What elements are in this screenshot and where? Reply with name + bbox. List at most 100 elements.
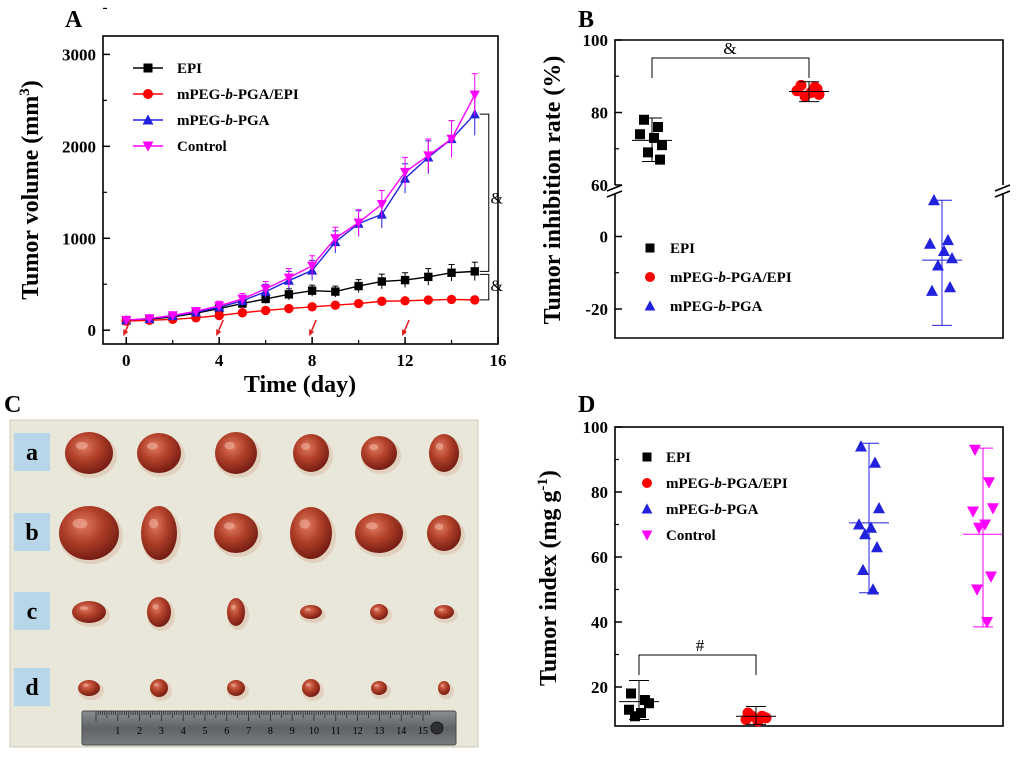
tumor-highlight: [152, 604, 159, 610]
ruler-number: 11: [331, 726, 341, 737]
arrow-shaft: [310, 319, 317, 333]
data-point: [643, 147, 653, 158]
tumor-highlight: [438, 608, 444, 611]
panel-d-letter: D: [578, 392, 595, 418]
legend-label: mPEG-b-PGA/EPI: [177, 87, 299, 103]
data-point: [791, 85, 803, 97]
legend-label: EPI: [177, 61, 202, 77]
legend-text-italic: b: [714, 476, 722, 492]
legend-text-part: -PGA: [233, 113, 270, 129]
tumor: [429, 434, 459, 472]
panel-d-significance-mark: #: [696, 636, 705, 655]
y-tick-label: 0: [88, 321, 97, 340]
data-point: [873, 502, 885, 514]
data-point: [635, 129, 645, 140]
panel-d-y-axis-label-text: Tumor index (mg g: [536, 491, 562, 686]
tumor: [355, 513, 403, 553]
x-tick-label: 16: [490, 351, 507, 370]
legend-text-part: mPEG-: [666, 476, 714, 492]
ruler-number: 8: [268, 726, 273, 737]
series-Control: [121, 73, 480, 326]
data-point: [260, 305, 271, 316]
legend-marker: [143, 63, 153, 73]
data-point: [446, 294, 457, 305]
data-point: [944, 281, 956, 293]
panel-d-y-axis-label-end: ): [536, 470, 562, 478]
data-point: [190, 307, 201, 317]
data-point: [942, 233, 954, 246]
panel-b-significance-bracket: [651, 57, 810, 78]
bracket-1-mark: &: [491, 191, 504, 208]
legend-marker: [642, 478, 652, 488]
data-point: [283, 273, 294, 284]
data-point: [214, 310, 224, 321]
legend-text-part: mPEG-: [666, 502, 714, 518]
data-point: [644, 698, 654, 709]
arrow-head: [123, 329, 129, 336]
tumor-highlight: [231, 683, 236, 687]
arrow-shaft: [217, 319, 224, 333]
panel-a-y-ticks: 0 1000 2000 3000: [62, 7, 110, 340]
data-point: [423, 295, 433, 305]
series-line: [126, 298, 475, 322]
ruler-number: 6: [224, 726, 229, 737]
data-point: [446, 134, 457, 145]
data-point: [284, 303, 294, 314]
group-EPI: [619, 680, 659, 722]
tumor: [300, 605, 322, 619]
ruler-number: 7: [246, 726, 251, 737]
data-point: [636, 708, 646, 718]
group-mPEG-b-PGA: [922, 194, 962, 326]
data-point: [423, 151, 434, 161]
ruler-scale: 1 2 3 4 5 6 7 8 9 10 11 12 13 14 15: [95, 711, 430, 737]
panel-a-significance-brackets: &&: [479, 113, 504, 301]
legend-text-part: -PGA/EPI: [233, 87, 299, 103]
panel-a-y-axis-label-text: Tumor volume (mm: [18, 96, 44, 300]
arrow-shaft: [403, 319, 410, 333]
group-mPEG-b-PGA: [849, 440, 889, 595]
data-point: [624, 704, 634, 715]
legend-text-part: mPEG-: [177, 87, 225, 103]
legend-label: mPEG-b-PGA/EPI: [666, 476, 788, 492]
tumor: [215, 432, 257, 474]
legend-text-part: -PGA: [726, 299, 763, 315]
data-point: [261, 294, 270, 304]
data-point: [987, 503, 999, 515]
tumor-highlight: [154, 683, 159, 687]
panel-b-axis-break-left: [606, 184, 623, 198]
row-label-box: [14, 513, 50, 551]
legend-text-part: mPEG-: [670, 299, 718, 315]
y-tick-label: 100: [583, 418, 609, 437]
panel-d-y-ticks: 100 80 60 40 20: [583, 418, 622, 697]
panel-a-y-axis-label-end: ): [18, 80, 44, 88]
group-mPEG-b-PGA/EPI: [736, 706, 776, 727]
panel-b-y-axis-label: Tumor inhibition rate (%): [540, 56, 566, 325]
legend-text-italic: b: [714, 502, 722, 518]
data-point: [237, 308, 248, 318]
series-line: [126, 94, 476, 321]
tumor: [370, 604, 388, 620]
data-point: [400, 275, 410, 285]
data-point: [657, 140, 667, 151]
data-point: [307, 302, 317, 312]
data-point: [971, 584, 983, 596]
tumor: [214, 513, 258, 553]
tumor-highlight: [79, 606, 89, 611]
data-point: [967, 506, 979, 518]
group-Control: [963, 444, 1003, 629]
panel-b-groups: [632, 79, 962, 326]
tumor-highlight: [374, 607, 379, 611]
x-tick-label: 8: [308, 351, 317, 370]
legend-text-part: -PGA: [722, 502, 759, 518]
ruler: 1 2 3 4 5 6 7 8 9 10 11 12 13 14 15: [81, 710, 457, 746]
panel-b-significance-mark: &: [723, 39, 736, 58]
data-point: [424, 272, 433, 282]
ruler-number: 5: [203, 726, 208, 737]
data-point: [981, 617, 993, 629]
data-point: [655, 154, 665, 165]
legend-marker: [142, 141, 154, 152]
panel-d-significance-bracket: [638, 654, 757, 675]
data-point: [630, 711, 640, 722]
